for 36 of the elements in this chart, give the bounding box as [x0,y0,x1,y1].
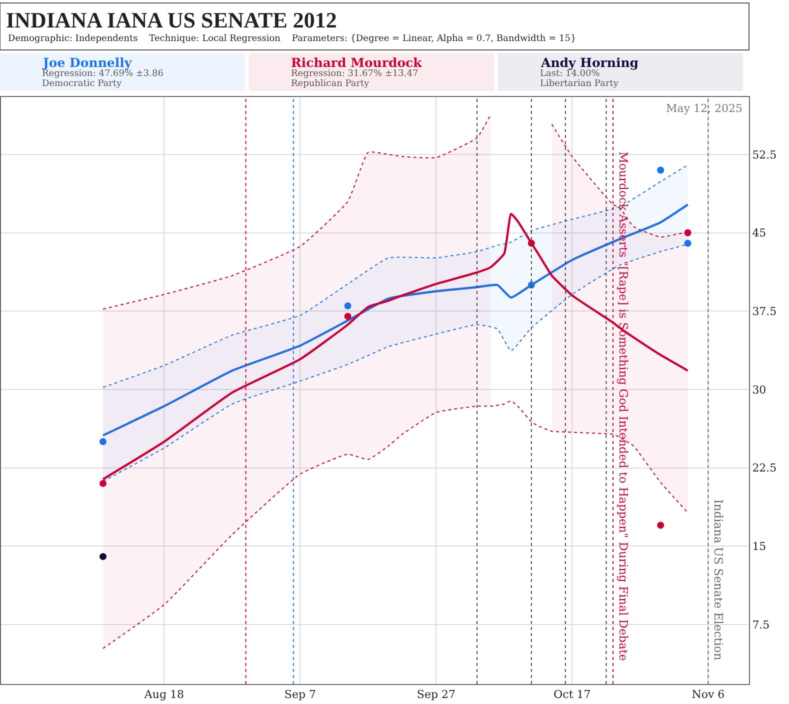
text: Republican Party [291,79,370,89]
chart-title: INDIANA IANA US SENATE 2012 [6,8,337,33]
point [657,522,664,529]
point [344,312,352,320]
point [657,166,664,174]
chart-subtitle: Demographic: Independents Technique: Local Regression Parameters: {Degree = Linear, Alpha = 0.7, Bandwidth = 15} [8,34,576,44]
y-tick-label: 15 [752,540,766,553]
text: Andy Horning [540,55,639,70]
point [100,480,106,487]
text: Last: 14.00% [540,69,600,79]
text: Regression: 31.67% ±13.47 [291,69,418,79]
x-tick-label: Nov 6 [692,688,725,702]
text: Richard Mourdock [291,55,422,70]
ref-line-label: Mourdock Asserts "[Rape] is Something God Intended to Happen" During Final Debate [616,151,630,662]
point [528,282,535,289]
text: Regression: 47.69% ±3.86 [42,69,164,79]
text: Libertarian Party [540,79,620,89]
y-tick-label: 45 [752,226,766,240]
y-tick-label: 22.5 [752,462,777,475]
text: Joe Donnelly [42,55,132,70]
annotation: May 12, 2025 [666,102,743,115]
x-tick-label: Sep 27 [416,688,456,702]
y-tick-label: 52.5 [752,148,777,162]
y-tick-label: 30 [752,383,766,396]
text: Democratic Party [42,79,123,89]
point [684,240,692,247]
y-tick-label: 37.5 [752,304,777,318]
point [344,302,352,310]
x-tick-label: Sep 7 [284,688,316,702]
ref-line-label: Indiana US Senate Election [712,499,726,661]
point [100,553,106,560]
point [100,438,106,446]
x-tick-label: Oct 17 [554,688,591,702]
x-tick-label: Aug 18 [143,688,184,702]
y-tick-label: 7.5 [752,618,770,632]
point [684,229,692,236]
